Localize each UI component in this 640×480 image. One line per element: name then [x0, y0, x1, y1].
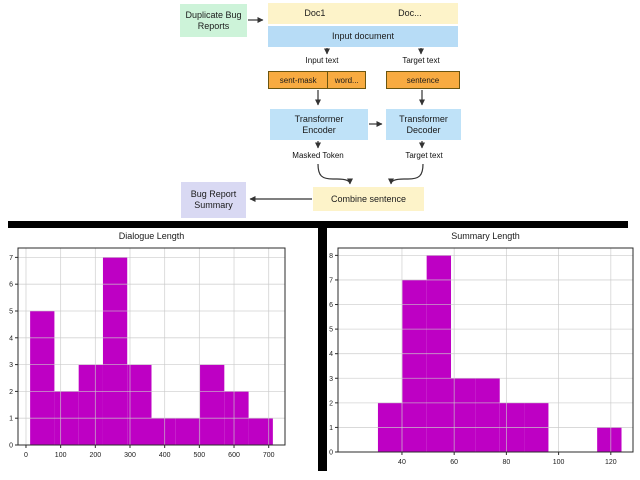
hist-bar — [127, 364, 152, 445]
target-text-label-bottom: Target text — [405, 151, 443, 160]
section-divider-vertical — [318, 221, 327, 471]
bug-report-summary-label: Bug Report Summary — [190, 189, 237, 210]
duplicate-bug-reports-label: Duplicate Bug Reports — [185, 9, 242, 31]
hist-bar — [78, 364, 103, 445]
hist-bar — [475, 378, 500, 452]
input-document-label: Input document — [331, 31, 395, 42]
chart-title: Summary Length — [451, 231, 520, 241]
x-tick-label: 500 — [194, 452, 206, 459]
x-tick-label: 100 — [553, 459, 565, 466]
hist-bar — [30, 310, 55, 445]
x-tick-label: 300 — [124, 452, 136, 459]
x-tick-label: 40 — [398, 459, 406, 466]
target-text-label-top: Target text — [402, 56, 440, 65]
plot-border — [17, 247, 286, 446]
y-tick-label: 0 — [329, 450, 333, 457]
x-tick-label: 700 — [263, 452, 275, 459]
input-text-label: Input text — [305, 56, 339, 65]
hist-bar — [200, 364, 225, 445]
y-tick-label: 6 — [329, 302, 333, 309]
transformer-decoder-box: Transformer Decoder — [386, 109, 461, 140]
bug-report-summary-box: Bug Report Summary — [181, 182, 246, 218]
sent-mask-cell: sent-mask — [279, 75, 317, 85]
transformer-encoder-label: Transformer Encoder — [294, 113, 344, 135]
x-tick-label: 0 — [24, 452, 28, 459]
y-tick-label: 2 — [329, 400, 333, 407]
x-tick-label: 100 — [55, 452, 67, 459]
y-tick-label: 3 — [9, 362, 13, 369]
combine-sentence-label: Combine sentence — [330, 193, 407, 204]
sentence-label: sentence — [406, 75, 440, 85]
masked-token-label: Masked Token — [292, 151, 344, 160]
y-tick-label: 7 — [9, 255, 13, 262]
x-tick-label: 80 — [502, 459, 510, 466]
y-tick-label: 8 — [329, 253, 333, 260]
arrow-maskedtoken-to-combine — [317, 163, 353, 185]
hist-bar — [248, 418, 273, 445]
x-tick-label: 400 — [159, 452, 171, 459]
y-tick-label: 5 — [9, 308, 13, 315]
word-ellipsis-cell: word... — [327, 72, 365, 88]
x-tick-label: 200 — [89, 452, 101, 459]
y-tick-label: 4 — [9, 335, 13, 342]
hist-bar — [151, 418, 176, 445]
dialogue-length-histogram: 0 100 200 300 400 500 600 700 0 1 2 3 4 5 6 7 Dialogue L… — [9, 231, 286, 459]
plot-border — [337, 247, 634, 453]
gridlines — [18, 248, 285, 446]
y-tick-label: 1 — [329, 425, 333, 432]
x-tick-label: 600 — [228, 452, 240, 459]
hist-bar — [597, 427, 622, 452]
gridlines — [338, 248, 633, 453]
y-tick-label: 2 — [9, 389, 13, 396]
hist-bar — [175, 418, 201, 445]
arrow-targettext-to-combine — [388, 163, 424, 185]
transformer-encoder-box: Transformer Encoder — [270, 109, 368, 140]
y-tick-label: 0 — [9, 443, 13, 450]
input-document-box: Input document — [268, 26, 458, 47]
y-tick-label: 7 — [329, 277, 333, 284]
y-tick-label: 1 — [9, 416, 13, 423]
y-tick-label: 3 — [329, 376, 333, 383]
doc-row-box: Doc1 Doc... — [268, 3, 458, 24]
transformer-decoder-label: Transformer Decoder — [399, 113, 448, 135]
summary-length-histogram: 40 60 80 100 120 0 1 2 3 4 5 6 7 8 Summary Length — [329, 231, 634, 466]
y-tick-label: 6 — [9, 282, 13, 289]
y-tick-label: 4 — [329, 351, 333, 358]
duplicate-bug-reports-box: Duplicate Bug Reports — [180, 4, 247, 37]
sent-mask-word-box: sent-mask word... — [268, 71, 366, 89]
hist-bar — [451, 378, 476, 452]
chart-title: Dialogue Length — [119, 231, 185, 241]
doc1-label: Doc1 — [304, 8, 326, 19]
combine-sentence-box: Combine sentence — [313, 187, 424, 211]
hist-bar — [102, 257, 128, 445]
sentence-box: sentence — [386, 71, 460, 89]
hist-bar — [402, 279, 427, 452]
x-tick-label: 60 — [450, 459, 458, 466]
x-tick-label: 120 — [605, 459, 617, 466]
y-tick-label: 5 — [329, 327, 333, 334]
doc-ellipsis-label: Doc... — [398, 8, 422, 19]
